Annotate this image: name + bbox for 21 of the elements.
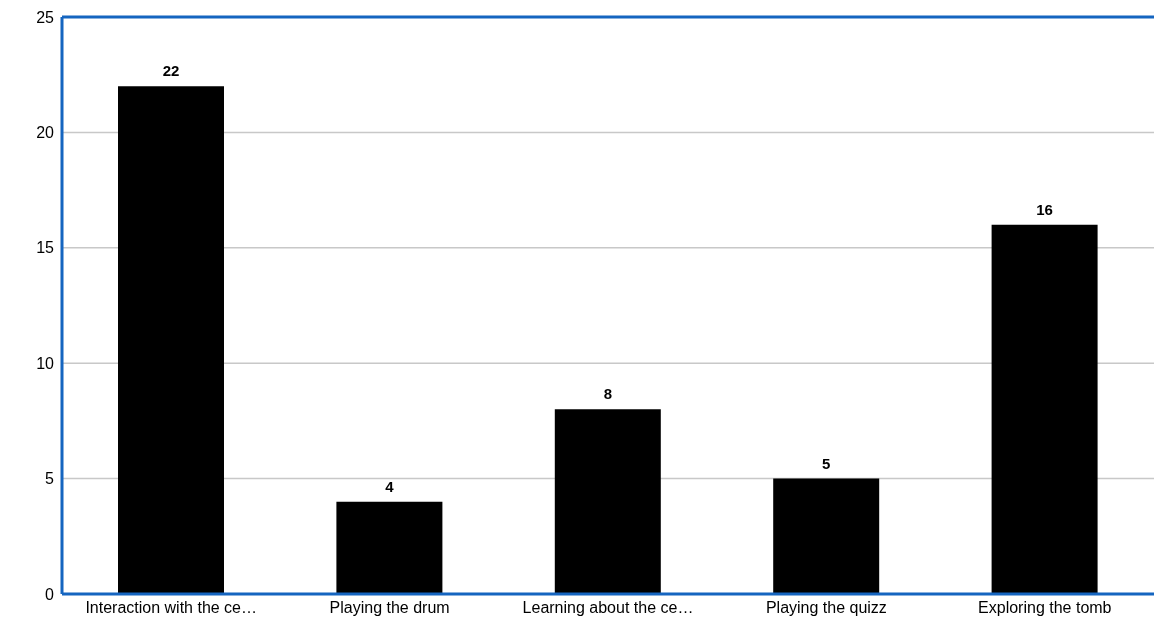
bar — [991, 224, 1098, 594]
y-tick-label: 0 — [45, 585, 55, 603]
y-tick-label: 25 — [36, 8, 55, 26]
x-tick-label: Playing the drum — [329, 599, 450, 617]
y-tick-label: 20 — [36, 124, 55, 142]
x-tick-label: Playing the quizz — [765, 599, 887, 617]
data-label: 4 — [385, 477, 395, 495]
y-tick-label: 5 — [45, 470, 55, 488]
bar — [554, 409, 661, 594]
x-tick-label: Interaction with the ce… — [85, 599, 258, 617]
bar — [773, 478, 880, 594]
bar — [336, 501, 443, 594]
data-label: 16 — [1036, 200, 1053, 218]
y-tick-label: 15 — [36, 239, 55, 257]
data-label: 8 — [603, 385, 612, 403]
x-tick-label: Learning about the ce… — [522, 599, 694, 617]
data-label: 22 — [162, 62, 180, 80]
bar — [118, 86, 224, 594]
x-tick-label: Exploring the tomb — [978, 599, 1112, 617]
y-tick-label: 10 — [36, 354, 55, 372]
data-label: 5 — [822, 454, 831, 472]
